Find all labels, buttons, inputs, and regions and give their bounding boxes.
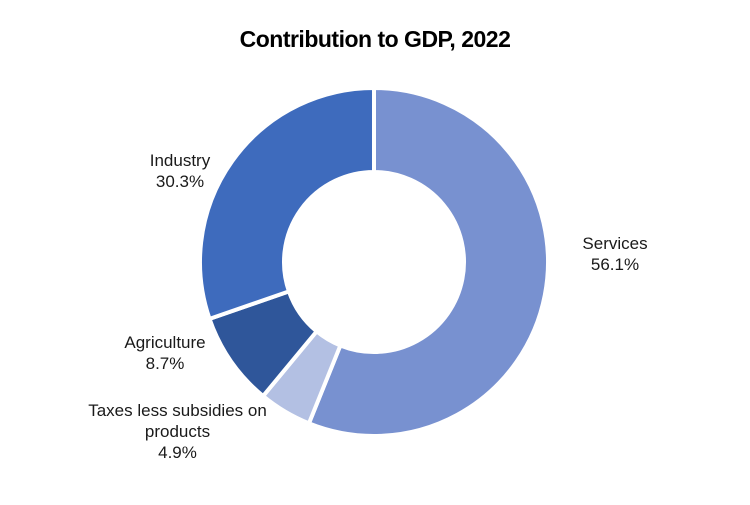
slice-label-name: Taxes less subsidies on <box>88 401 267 420</box>
slice-industry <box>198 85 376 322</box>
chart-title: Contribution to GDP, 2022 <box>239 26 511 52</box>
slice-label-agriculture: Agriculture 8.7% <box>100 332 230 374</box>
slice-label-name: Agriculture <box>124 333 206 352</box>
slice-label-value: 56.1% <box>590 255 640 274</box>
slice-label-taxes: Taxes less subsidies on products 4.9% <box>45 400 310 463</box>
slice-label-value: 4.9% <box>158 443 197 462</box>
slice-label-value: 8.7% <box>145 354 185 373</box>
slice-services <box>306 85 550 438</box>
slice-label-value: 30.3% <box>155 172 205 191</box>
slice-label-name-line2: products <box>144 422 211 441</box>
slice-label-name: Services <box>582 234 648 253</box>
slice-label-services: Services 56.1% <box>560 233 670 275</box>
slice-label-industry: Industry 30.3% <box>125 150 235 192</box>
slice-label-name: Industry <box>149 151 211 170</box>
